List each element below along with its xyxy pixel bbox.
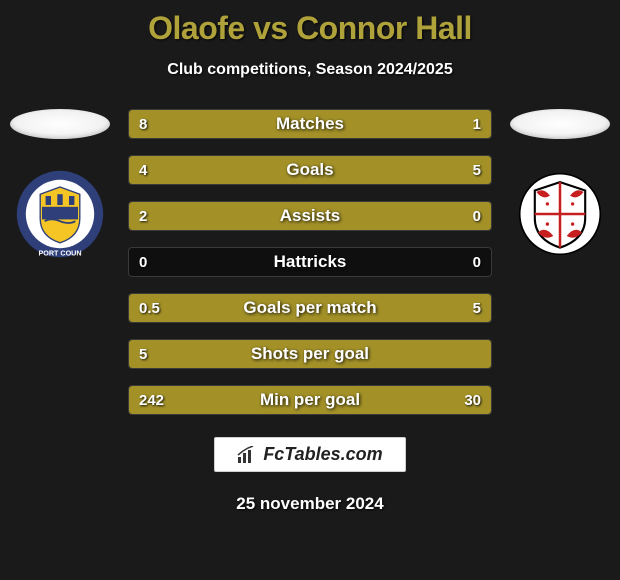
stat-bar-min-per-goal: 24230Min per goal bbox=[128, 385, 492, 415]
left-column: PORT COUN bbox=[0, 109, 120, 259]
comparison-card: Olaofe vs Connor Hall Club competitions,… bbox=[0, 0, 620, 580]
stat-bar-goals-per-match: 0.55Goals per match bbox=[128, 293, 492, 323]
svg-text:PORT COUN: PORT COUN bbox=[38, 248, 81, 257]
page-title: Olaofe vs Connor Hall bbox=[148, 10, 472, 47]
stat-label: Goals per match bbox=[129, 298, 491, 318]
right-oval-decor bbox=[510, 109, 610, 139]
brand-chart-icon bbox=[237, 446, 257, 464]
left-team-crest: PORT COUN bbox=[15, 169, 105, 259]
stat-bar-matches: 81Matches bbox=[128, 109, 492, 139]
stockport-crest-svg: PORT COUN bbox=[15, 169, 105, 259]
stat-bars: 81Matches 45Goals 20Assists 00Hattricks 0.55… bbox=[120, 109, 500, 415]
stat-label: Assists bbox=[129, 206, 491, 226]
stat-bar-hattricks: 00Hattricks bbox=[128, 247, 492, 277]
stat-label: Matches bbox=[129, 114, 491, 134]
stat-bar-goals: 45Goals bbox=[128, 155, 492, 185]
stat-label: Hattricks bbox=[129, 252, 491, 272]
brand-text: FcTables.com bbox=[263, 444, 382, 465]
left-oval-decor bbox=[10, 109, 110, 139]
season-subtitle: Club competitions, Season 2024/2025 bbox=[167, 61, 452, 79]
right-team-crest bbox=[515, 169, 605, 259]
stat-bar-shots-per-goal: 5Shots per goal bbox=[128, 339, 492, 369]
stat-label: Shots per goal bbox=[129, 344, 491, 364]
right-column bbox=[500, 109, 620, 259]
date-line: 25 november 2024 bbox=[236, 494, 383, 514]
stat-label: Min per goal bbox=[129, 390, 491, 410]
stat-bar-assists: 20Assists bbox=[128, 201, 492, 231]
main-row: PORT COUN 81Matches 45Goals 20Assists 00Hat… bbox=[0, 109, 620, 415]
stat-label: Goals bbox=[129, 160, 491, 180]
lincoln-crest-svg bbox=[518, 172, 602, 256]
brand-badge[interactable]: FcTables.com bbox=[214, 437, 405, 472]
